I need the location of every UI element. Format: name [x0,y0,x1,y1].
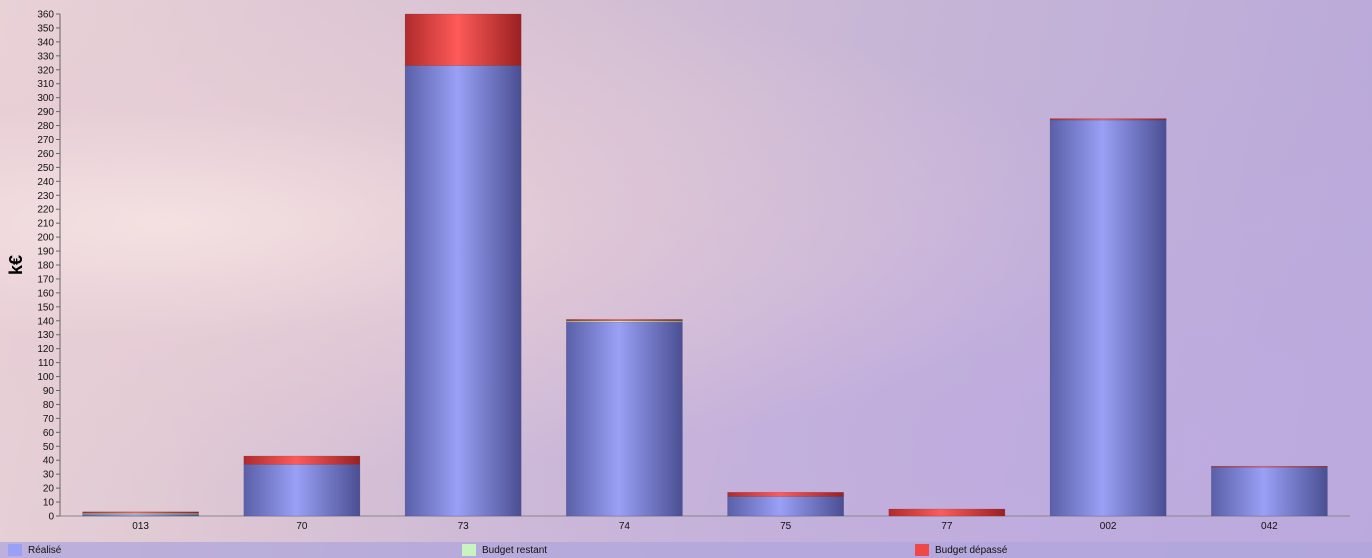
y-tick-label: 350 [37,23,54,34]
legend-item-budget-depasse: Budget dépassé [915,544,1007,556]
y-tick-label: 210 [37,219,54,230]
y-tick-label: 20 [43,484,55,495]
bar-segment-budget-depasse-77 [888,508,1006,517]
y-tick-label: 300 [37,93,54,104]
y-tick-label: 320 [37,65,54,76]
bar-segment-budget-depasse-75 [727,492,844,497]
x-tick-label: 70 [296,521,308,532]
x-tick-label: 73 [458,521,470,532]
x-tick-label: 74 [619,521,631,532]
y-tick-label: 250 [37,163,54,174]
legend: Réalisé Budget restant Budget dépassé [0,542,1372,558]
y-tick-label: 330 [37,51,54,62]
bar-segment-realise-002 [1049,119,1167,517]
stacked-bar-chart: 0 10 20 30 40 50 60 70 80 90 100 110 120 130 140 150 160… [6,10,1350,532]
legend-label-budget-restant: Budget restant [482,544,548,556]
legend-label-budget-depasse: Budget dépassé [935,544,1008,556]
bar-segment-budget-depasse-002 [1049,118,1167,121]
y-tick-label: 220 [37,205,54,216]
y-tick-label: 280 [37,121,54,132]
y-tick-label: 120 [37,344,54,355]
legend-item-realise: Réalisé [8,544,61,556]
x-tick-label: 013 [132,521,149,532]
y-tick-label: 140 [37,316,54,327]
legend-item-budget-restant: Budget restant [462,544,547,556]
bar-segment-realise-042 [1211,466,1328,517]
bar-segment-budget-depasse-70 [243,455,361,465]
y-tick-label: 240 [37,177,54,188]
x-tick-label: 75 [780,521,792,532]
y-tick-label: 360 [37,10,54,21]
legend-label-realise: Réalisé [28,544,62,556]
y-tick-label: 70 [43,414,55,425]
y-tick-label: 150 [37,302,54,313]
y-tick-label: 200 [37,233,54,244]
y-tick-label: 270 [37,135,54,146]
y-tick-label: 110 [38,358,54,369]
bar-segment-realise-74 [566,321,683,517]
y-tick-label: 130 [37,330,54,341]
y-tick-label: 30 [43,470,55,481]
bar-segment-realise-70 [243,464,361,517]
legend-swatch-budget-restant [462,544,476,556]
bar-segment-budget-depasse-74 [566,319,683,322]
x-tick-label: 77 [941,521,953,532]
y-axis-label: k€ [6,255,26,275]
y-tick-label: 310 [37,79,54,90]
y-tick-label: 50 [43,442,55,453]
y-tick-label: 60 [43,428,55,439]
y-tick-label: 0 [48,512,54,523]
y-tick-label: 160 [37,288,54,299]
bar-segment-budget-depasse-013 [82,511,199,514]
y-tick-label: 260 [37,149,54,160]
y-tick-label: 290 [37,107,54,118]
legend-swatch-budget-depasse [915,544,929,556]
bar-segment-budget-depasse-042 [1211,465,1328,468]
y-tick-label: 190 [37,247,54,258]
bar-segment-realise-75 [727,496,844,517]
bars-group [82,13,1328,517]
y-tick-label: 40 [43,456,55,467]
bar-segment-realise-73 [404,65,522,517]
bar-segment-budget-depasse-73 [404,13,522,66]
y-tick-label: 10 [43,498,55,509]
y-tick-label: 90 [43,386,55,397]
legend-swatch-realise [8,544,22,556]
x-tick-label: 002 [1100,521,1117,532]
y-tick-label: 80 [43,400,55,411]
y-tick-label: 230 [37,191,54,202]
x-tick-label: 042 [1261,521,1278,532]
y-tick-label: 100 [37,372,54,383]
y-tick-label: 180 [37,261,54,272]
y-tick-label: 340 [37,37,54,48]
y-tick-label: 170 [37,274,54,285]
